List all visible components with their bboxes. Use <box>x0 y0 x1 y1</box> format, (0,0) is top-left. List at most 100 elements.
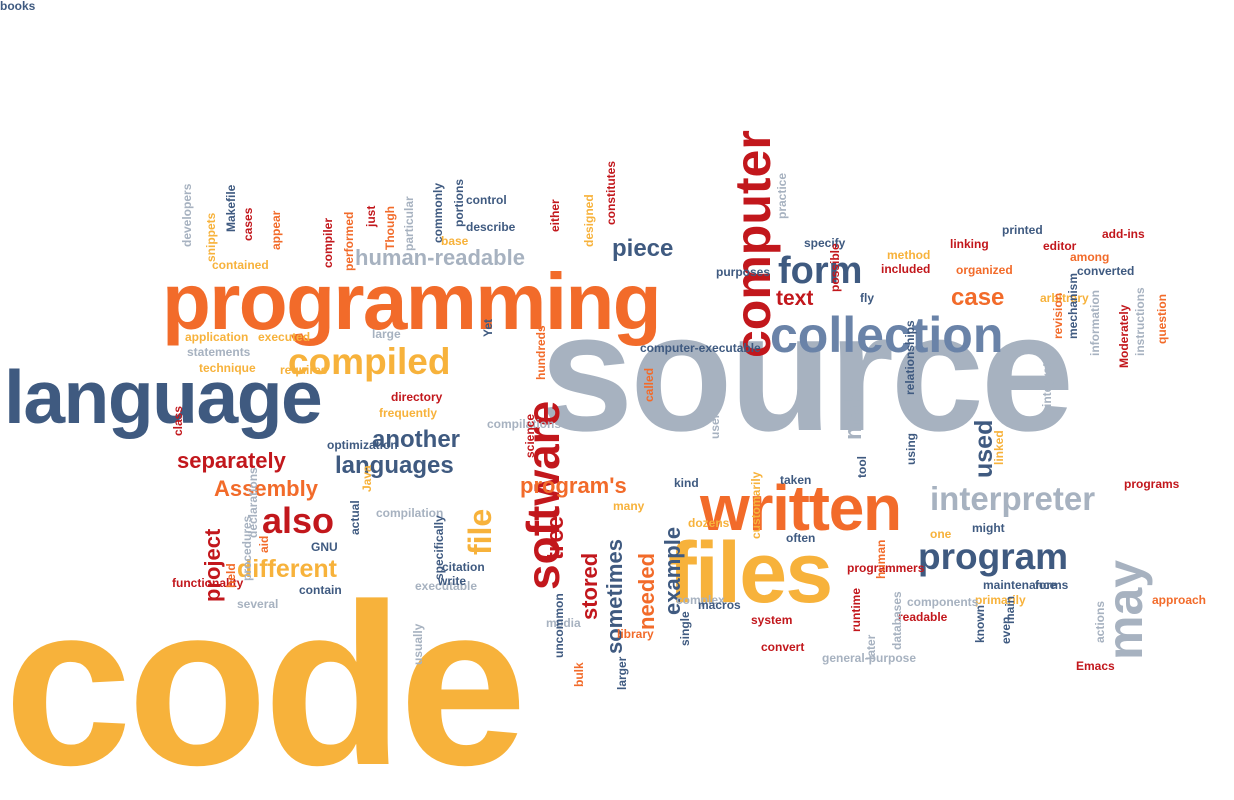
cloud-word: convert <box>761 640 805 654</box>
cloud-word: language <box>4 355 323 439</box>
cloud-word: describe <box>466 220 516 234</box>
cloud-word: called <box>642 367 656 402</box>
cloud-word: question <box>1155 294 1169 344</box>
cloud-word: later <box>864 634 878 660</box>
cloud-word: control <box>466 193 507 207</box>
cloud-word: contain <box>299 583 342 597</box>
cloud-word: Emacs <box>1076 659 1115 673</box>
cloud-word: Makefile <box>224 184 238 232</box>
cloud-word: hundreds <box>534 325 548 380</box>
cloud-word: another <box>372 426 461 453</box>
cloud-word: books <box>0 0 36 13</box>
cloud-word: readable <box>898 610 948 624</box>
cloud-word: either <box>548 199 562 232</box>
cloud-word: frequently <box>379 406 438 420</box>
cloud-word: source <box>540 278 1074 466</box>
cloud-word: Assembly <box>214 476 318 501</box>
cloud-word: general-purpose <box>822 651 917 665</box>
cloud-word: components <box>907 595 979 609</box>
cloud-word: executed <box>258 330 311 344</box>
cloud-word: portions <box>452 179 466 227</box>
cloud-word: complex <box>676 593 725 607</box>
cloud-word: programming <box>162 257 662 346</box>
cloud-word: linking <box>950 237 989 251</box>
cloud-word: citation <box>442 560 485 574</box>
cloud-word: Java <box>360 465 374 492</box>
cloud-word: requires <box>280 363 328 377</box>
cloud-word: single <box>678 611 692 646</box>
cloud-word: application <box>185 330 249 344</box>
cloud-word: written <box>700 472 902 544</box>
cloud-word: mechanism <box>1066 272 1080 339</box>
cloud-word: possible <box>828 243 842 292</box>
cloud-word: compilation <box>376 506 444 520</box>
cloud-word: just <box>364 205 378 227</box>
cloud-word: different <box>237 555 337 583</box>
cloud-word: Though <box>383 206 397 250</box>
cloud-word: form <box>778 250 863 292</box>
cloud-word: printed <box>1002 223 1043 237</box>
cloud-word: converted <box>1077 264 1135 278</box>
cloud-word: compilations <box>487 417 562 431</box>
cloud-word: several <box>237 597 279 611</box>
cloud-word: functionality <box>172 576 244 590</box>
cloud-word: many <box>613 499 645 513</box>
cloud-word: runtime <box>849 587 863 632</box>
cloud-word: files <box>668 525 833 621</box>
cloud-word: taken <box>780 473 812 487</box>
cloud-word: program's <box>520 473 627 498</box>
cloud-word: text <box>776 287 814 310</box>
cloud-word: using <box>904 433 918 465</box>
cloud-word: media <box>546 616 581 630</box>
cloud-word: uncommon <box>552 593 566 658</box>
cloud-word: included <box>881 262 931 276</box>
cloud-word: particular <box>402 196 416 251</box>
cloud-word: GNU <box>311 540 338 554</box>
cloud-word: interpreter <box>930 480 1096 517</box>
cloud-word: instructions <box>1133 287 1147 356</box>
cloud-word: needed <box>634 552 659 630</box>
cloud-word: actual <box>348 500 362 535</box>
cloud-word: programs <box>1124 477 1180 491</box>
cloud-word: case <box>951 284 1005 311</box>
cloud-word: information <box>1088 290 1102 356</box>
cloud-word: tool <box>855 456 869 478</box>
cloud-word: executable <box>415 579 478 593</box>
cloud-word: statements <box>187 345 251 359</box>
cloud-word: linked <box>992 430 1006 465</box>
cloud-word: computer-executable <box>640 341 761 355</box>
cloud-word: integrated <box>1040 348 1054 407</box>
cloud-word: kind <box>674 476 699 490</box>
cloud-word: make <box>840 378 867 440</box>
cloud-word: databases <box>890 591 904 650</box>
cloud-word: known <box>973 605 987 643</box>
cloud-word: compiled <box>288 341 451 382</box>
cloud-word: program <box>918 536 1069 577</box>
cloud-word: often <box>786 531 816 545</box>
cloud-word: customarily <box>749 471 763 539</box>
cloud-word: designed <box>582 194 596 247</box>
cloud-word: macros <box>698 598 741 612</box>
cloud-word: class <box>171 405 185 436</box>
cloud-word: might <box>972 521 1005 535</box>
cloud-word: user <box>708 413 722 439</box>
cloud-word: procedures <box>240 515 254 581</box>
cloud-word: aid <box>257 535 271 553</box>
cloud-word: also <box>262 500 335 541</box>
cloud-word: usually <box>411 623 425 665</box>
cloud-word: one <box>930 527 952 541</box>
cloud-word: library <box>617 627 654 641</box>
cloud-word: approach <box>1152 593 1207 607</box>
cloud-word: Moderately <box>1117 304 1131 368</box>
cloud-word: practice <box>775 172 789 219</box>
cloud-word: separately <box>177 448 286 473</box>
cloud-word: add-ins <box>1102 227 1145 241</box>
cloud-word: stored <box>577 552 602 620</box>
cloud-word: larger <box>615 656 629 690</box>
cloud-word: may <box>1097 559 1153 660</box>
cloud-word: Yet <box>481 318 495 337</box>
cloud-word: contained <box>212 258 269 272</box>
cloud-word: primarily <box>975 593 1026 607</box>
cloud-word: tree <box>542 515 569 560</box>
